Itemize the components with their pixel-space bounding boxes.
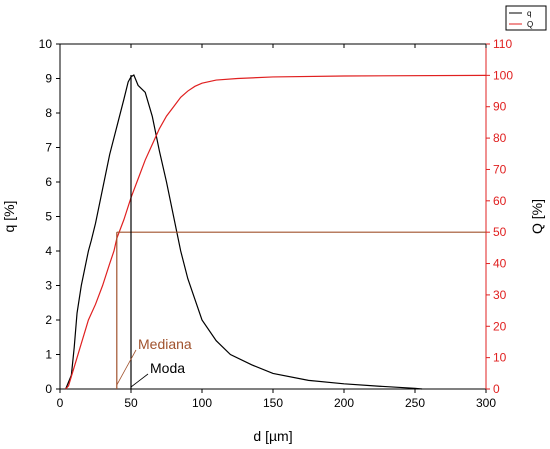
x-tick-label: 0 <box>57 396 64 410</box>
median-leader-line <box>116 349 137 386</box>
mode-leader-line <box>130 373 149 388</box>
y-left-tick-label: 9 <box>45 72 52 86</box>
x-tick-label: 150 <box>263 396 283 410</box>
y-right-tick-label: 40 <box>493 257 507 271</box>
y-left-tick-label: 0 <box>45 382 52 396</box>
x-tick-label: 250 <box>405 396 425 410</box>
legend-box <box>505 5 547 31</box>
y-left-tick-label: 7 <box>45 141 52 155</box>
y-right-tick-label: 70 <box>493 162 507 176</box>
y-right-tick-label: 80 <box>493 131 507 145</box>
legend: qQ <box>505 5 547 31</box>
y-right-tick-label: 60 <box>493 194 507 208</box>
y-right-tick-label: 10 <box>493 351 507 365</box>
x-tick-label: 200 <box>334 396 354 410</box>
legend-Q-label: Q <box>527 20 533 29</box>
y-right-tick-label: 110 <box>493 37 512 51</box>
x-tick-label: 100 <box>192 396 212 410</box>
median-label: Mediana <box>138 336 192 352</box>
y-right-axis-title: Q [%] <box>529 199 545 234</box>
y-left-tick-label: 10 <box>39 37 53 51</box>
y-right-tick-label: 90 <box>493 100 507 114</box>
mode-label: Moda <box>150 360 185 376</box>
y-right-tick-label: 0 <box>493 382 500 396</box>
x-axis-title: d [µm] <box>253 428 292 444</box>
y-right-tick-label: 100 <box>493 68 513 82</box>
x-tick-label: 300 <box>476 396 496 410</box>
axes: 0 50 100 150 200 250 3000123456789100102030405… <box>1 37 545 444</box>
y-left-tick-label: 6 <box>45 175 52 189</box>
y-right-tick-label: 50 <box>493 225 507 239</box>
y-right-tick-label: 20 <box>493 319 507 333</box>
y-left-tick-label: 2 <box>45 313 52 327</box>
legend-q-label: q <box>527 9 531 18</box>
y-left-tick-label: 5 <box>45 210 52 224</box>
annotations: Mediana Moda <box>116 75 486 389</box>
series-q-line <box>65 74 423 390</box>
y-left-tick-label: 1 <box>45 348 52 362</box>
x-tick-label: 50 <box>124 396 138 410</box>
y-right-tick-label: 30 <box>493 288 507 302</box>
y-left-tick-label: 8 <box>45 106 52 120</box>
y-left-axis-title: q [%] <box>1 201 17 233</box>
y-left-tick-label: 4 <box>45 244 52 258</box>
y-left-tick-label: 3 <box>45 279 52 293</box>
